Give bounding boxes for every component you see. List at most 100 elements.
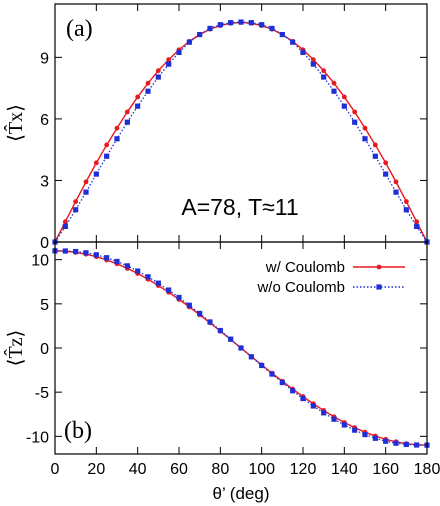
- panel-b-xtick-label: 20: [87, 461, 105, 478]
- panel-b-label: (b): [64, 418, 92, 444]
- panel-b-series-1-point: [114, 258, 120, 265]
- panel-a-series-1-point: [331, 88, 337, 94]
- panel-a-series-1-point: [341, 103, 347, 109]
- panel-b-series-1-point: [414, 442, 420, 448]
- panel-a-series-0-point: [135, 94, 141, 100]
- panel-a-series-1-point: [155, 74, 161, 80]
- panel-a-series-0-point: [362, 125, 368, 131]
- panel-b-series-1-point: [135, 268, 141, 274]
- panel-a-series-1-point: [124, 119, 130, 125]
- panel-a-series-1-point: [228, 20, 234, 26]
- panel-a-ytick-label: 3: [40, 173, 49, 190]
- panel-b-series-1-point: [372, 435, 378, 441]
- panel-a-series-0-point: [93, 160, 99, 166]
- legend-label-w-coulomb: w/ Coulomb: [265, 259, 345, 276]
- panel-b-series-1-point: [362, 431, 368, 438]
- panel-b-ytick-label: -5: [35, 385, 49, 402]
- panel-a-series-1-point: [176, 49, 182, 56]
- panel-a: 0 3 6 9 (a) A=78, T≈11 ⟨T̂x⟩: [3, 3, 430, 252]
- panel-a-series-0-point: [62, 219, 68, 225]
- legend-label-wo-coulomb: w/o Coulomb: [256, 279, 345, 296]
- panel-a-series-1-point: [383, 171, 389, 177]
- panel-a-series-0-point: [341, 94, 347, 100]
- panel-a-series-1-point: [207, 25, 213, 32]
- panel-b-series-1-point: [321, 410, 327, 416]
- panel-b-ytick-label: -10: [26, 429, 49, 446]
- panel-b-series-1-point: [300, 395, 306, 402]
- panel-b-series-1-point: [403, 441, 409, 448]
- panel-b-series-1-point: [352, 427, 358, 433]
- panel-b-series-1-point: [341, 422, 347, 428]
- panel-b-series-1-point: [383, 438, 389, 444]
- panel-b-series-1-point: [290, 388, 296, 394]
- panel-b-series-1-point: [176, 294, 182, 301]
- panel-b-series-1-point: [238, 345, 244, 351]
- panel-b-series-1-point: [248, 354, 254, 360]
- panel-a-ylabel: ⟨T̂x⟩: [3, 104, 27, 142]
- panel-a-series-1-point: [186, 39, 192, 45]
- panel-b-xtick-label: 40: [129, 461, 147, 478]
- panel-a-series-0-point: [73, 199, 79, 204]
- panel-a-label: (a): [66, 16, 93, 42]
- panel-a-series-0-point: [310, 57, 316, 63]
- panel-b-xtick-label: 100: [248, 461, 275, 478]
- panel-b-series-1-point: [310, 403, 316, 409]
- panel-a-series-1-point: [414, 223, 420, 230]
- panel-b-series-1-point: [166, 287, 172, 293]
- panel-a-series-0-point: [83, 179, 89, 185]
- panel-b-series-1-point: [124, 263, 130, 269]
- panel-a-series-0-point: [114, 125, 120, 131]
- panel-a-series-0-point: [331, 80, 337, 86]
- panel-a-series-0-point: [372, 142, 378, 148]
- panel-b-series-1-point: [207, 319, 213, 325]
- panel-b-series-1-point: [155, 280, 161, 286]
- panel-a-series-1-point: [104, 153, 110, 159]
- panel-b-ylabel: ⟨T̂z⟩: [3, 330, 27, 367]
- legend-swatch-marker-0: [376, 264, 382, 270]
- panel-a-series-0-point: [403, 199, 409, 204]
- panel-b-series-1-point: [228, 336, 234, 342]
- panel-a-series-1-point: [93, 171, 99, 177]
- panel-a-series-1-point: [62, 223, 68, 230]
- panel-b-ytick-label: 5: [40, 297, 49, 314]
- panel-a-ytick-label: 0: [40, 235, 49, 252]
- panel-b-series-1-point: [93, 252, 99, 258]
- panel-a-series-1-point: [279, 31, 285, 38]
- panel-b-xtick-label: 160: [372, 461, 399, 478]
- panel-b-series-1-point: [197, 310, 203, 317]
- panel-a-series-1-point: [362, 136, 368, 142]
- panel-b-series-1-point: [269, 371, 275, 377]
- panel-a-ytick-label: 9: [40, 50, 49, 67]
- panel-a-series-0-point: [383, 160, 389, 166]
- panel-a-series-1-point: [197, 31, 203, 38]
- panel-a-series-layer: [52, 19, 430, 245]
- panel-a-series-1-point: [300, 49, 306, 56]
- panel-a-series-0-point: [124, 109, 130, 115]
- panel-b-ytick-label: 0: [40, 341, 49, 358]
- panel-b-series-1-point: [83, 250, 89, 256]
- panel-a-series-1-point: [135, 103, 141, 109]
- panel-b-series-1-point: [62, 248, 68, 254]
- panel-a-series-0-point: [145, 80, 151, 86]
- panel-b-series-1-point: [104, 255, 110, 261]
- panel-b-series-1-point: [259, 362, 265, 369]
- panel-a-series-1-point: [83, 189, 89, 195]
- panel-a-series-1-point: [372, 153, 378, 159]
- panel-b-series-1-point: [279, 379, 285, 386]
- panel-b-series-layer: [52, 248, 430, 448]
- panel-a-series-1-point: [310, 61, 316, 67]
- panel-b-series-1-point: [145, 274, 151, 280]
- panel-b-xlabel: θ’ (deg): [212, 484, 269, 503]
- panel-a-series-1-point: [403, 207, 409, 213]
- panel-b-ytick-label: 10: [31, 253, 49, 270]
- panel-a-series-1-point: [393, 189, 399, 195]
- panel-b-series-1-point: [393, 440, 399, 446]
- legend-swatch-marker-1: [376, 284, 382, 290]
- panel-a-series-1-point: [73, 207, 79, 213]
- legend: w/ Coulomb w/o Coulomb: [256, 259, 405, 296]
- panel-a-series-0-point: [155, 68, 161, 74]
- panel-b-xtick-label: 140: [331, 461, 358, 478]
- panel-a-series-0-point: [352, 109, 358, 115]
